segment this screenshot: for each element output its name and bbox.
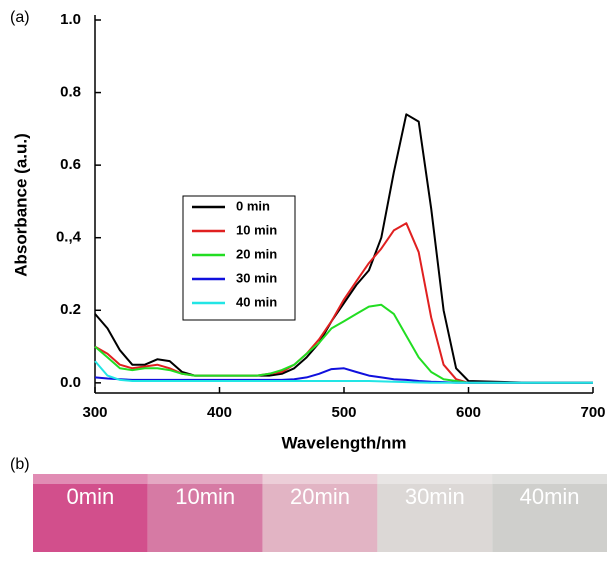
x-tick-label: 600 [456, 404, 481, 421]
sample-label: 30min [405, 484, 465, 509]
panel-label: (a) [10, 9, 30, 26]
vial-cap [492, 474, 607, 484]
sample-vial [492, 474, 607, 552]
x-tick-label: 500 [331, 404, 356, 421]
sample-label: 0min [67, 484, 115, 509]
legend-box [182, 195, 296, 321]
x-tick-label: 300 [82, 404, 107, 421]
sample-vial [147, 474, 263, 552]
series-line [94, 367, 593, 384]
legend-label: 10 min [236, 222, 277, 237]
x-tick-label: 400 [207, 404, 232, 421]
sample-label: 20min [290, 484, 350, 509]
sample-label: 10min [175, 484, 235, 509]
y-axis-title: Absorbance (a.u.) [11, 133, 30, 277]
sample-vial [33, 474, 148, 552]
y-tick-label: 1.0 [60, 11, 81, 28]
y-tick-label: 0.6 [60, 156, 81, 173]
sample-vial [377, 474, 493, 552]
series-line [94, 303, 593, 384]
series-line [94, 360, 593, 384]
y-tick-label: 0.8 [60, 84, 81, 101]
legend-label: 20 min [236, 246, 277, 261]
vial-cap [262, 474, 378, 484]
y-tick-label: 0.2 [60, 301, 81, 318]
vial-cap [147, 474, 263, 484]
y-tick-label: 0.0 [60, 374, 81, 391]
x-tick-label: 700 [580, 404, 605, 421]
legend-label: 40 min [236, 294, 277, 309]
legend-label: 30 min [236, 270, 277, 285]
panel-label: (b) [10, 456, 30, 473]
vial-cap [377, 474, 493, 484]
photo-strip: 0min 10min 20min 30min 40min [33, 474, 607, 552]
x-axis-title: Wavelength/nm [282, 433, 407, 452]
vial-cap [33, 474, 148, 484]
sample-label: 40min [520, 484, 580, 509]
y-tick-label: 0.,4 [56, 229, 82, 246]
series-line [94, 113, 593, 384]
sample-vial [262, 474, 378, 552]
legend-label: 0 min [236, 198, 270, 213]
